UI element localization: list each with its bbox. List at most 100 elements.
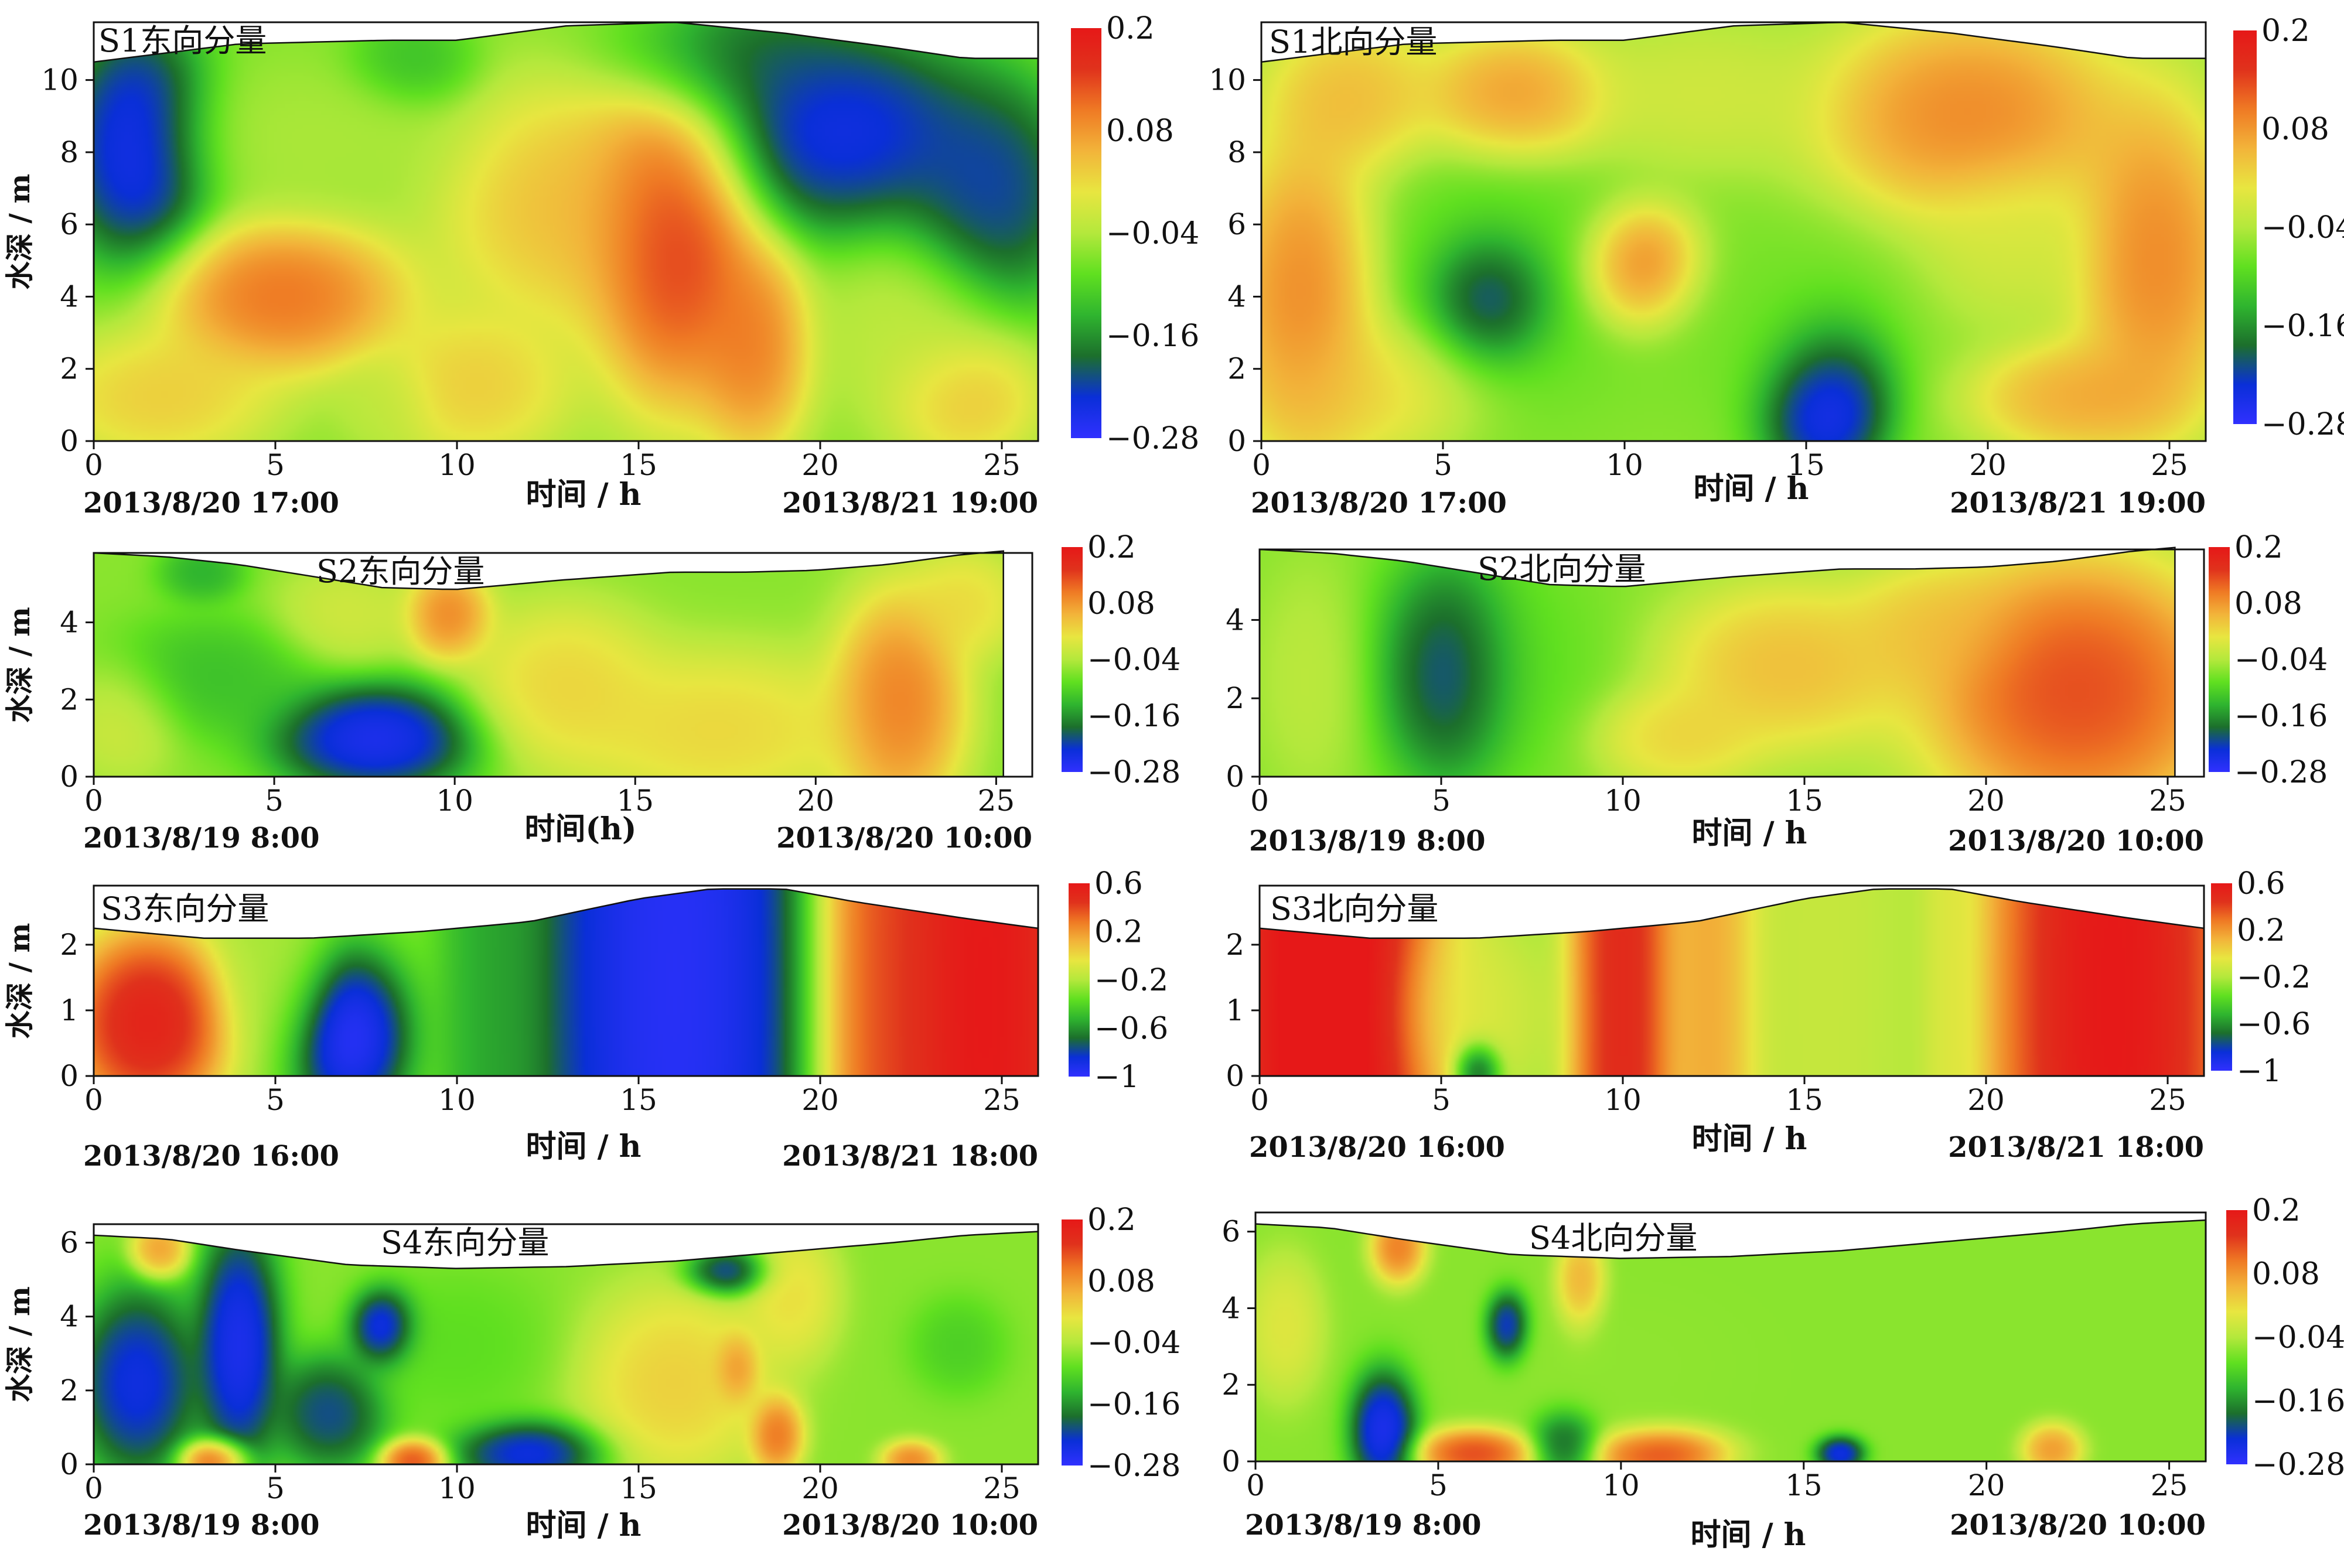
colorbar: 0.6 0.2 −0.2 −0.6 −1	[2211, 866, 2311, 1089]
colorbar-tick-label: −0.16	[1087, 699, 1180, 734]
y-tick-label: 0	[60, 760, 79, 794]
colorbar-ramp	[2233, 30, 2257, 424]
y-tick-label: 4	[1226, 603, 1244, 637]
colorbar-tick-label: −0.2	[2237, 960, 2311, 995]
x-axis-label: 时间 / h	[526, 1508, 641, 1543]
colorbar: 0.2 0.08 −0.04 −0.16 −0.28	[2226, 1193, 2344, 1482]
x-axis-label: 时间 / h	[526, 1129, 641, 1164]
x-axis-label: 时间 / h	[1693, 471, 1809, 507]
x-tick-label: 15	[1786, 784, 1823, 818]
colorbar-tick-label: 0.2	[1094, 915, 1143, 950]
plot-frame	[93, 1223, 1039, 1465]
panel-title: S1北向分量	[1269, 23, 1437, 60]
colorbar-tick-label: 0.2	[2252, 1193, 2301, 1228]
x-tick-label: 15	[616, 784, 654, 818]
colorbar-tick-label: −0.28	[1087, 1449, 1180, 1484]
colorbar: 0.2 0.08 −0.04 −0.16 −0.28	[2233, 13, 2344, 442]
y-tick-label: 6	[1227, 207, 1246, 241]
x-tick-label: 15	[620, 1083, 657, 1117]
colorbar-ramp	[1062, 547, 1083, 772]
y-tick-label: 0	[60, 1059, 79, 1093]
end-time-label: 2013/8/20 10:00	[1948, 825, 2204, 858]
colorbar-tick-label: 0.6	[1094, 866, 1143, 901]
colorbar-tick-label: −0.6	[2237, 1007, 2311, 1042]
panel-title: S2北向分量	[1478, 551, 1646, 587]
y-tick-label: 6	[60, 1226, 79, 1260]
y-tick-label: 2	[60, 352, 79, 386]
x-tick-label: 25	[2151, 1468, 2188, 1502]
x-tick-label: 10	[438, 1083, 476, 1117]
y-tick-label: 1	[60, 993, 79, 1027]
y-tick-label: 0	[1226, 1059, 1244, 1093]
y-axis-label: 水深 / m	[4, 607, 36, 723]
y-tick-label: 2	[1222, 1368, 1240, 1402]
start-time-label: 2013/8/19 8:00	[1249, 825, 1485, 858]
colorbar: 0.2 0.08 −0.04 −0.16 −0.28	[1062, 530, 1180, 790]
end-time-label: 2013/8/21 18:00	[782, 1140, 1038, 1173]
y-tick-label: 4	[1227, 279, 1246, 313]
velocity-field	[94, 1231, 1038, 1464]
colorbar-tick-label: 0.08	[1087, 1264, 1155, 1299]
colorbar-tick-label: −0.16	[1087, 1387, 1180, 1422]
colorbar-tick-label: −0.28	[1106, 421, 1199, 456]
x-tick-label: 10	[438, 448, 476, 482]
velocity-field	[1255, 1220, 2206, 1461]
y-tick-label: 2	[60, 928, 79, 962]
colorbar-tick-label: −0.16	[2261, 309, 2344, 344]
colorbar: 0.6 0.2 −0.2 −0.6 −1	[1069, 866, 1168, 1095]
y-axis-label: 水深 / m	[4, 1286, 36, 1402]
colorbar-tick-label: −0.04	[1087, 1326, 1180, 1361]
y-tick-label: 0	[60, 1447, 79, 1481]
colorbar-ramp	[2209, 547, 2230, 772]
x-axis-label: 时间 / h	[1691, 1121, 1807, 1157]
colorbar-tick-label: −0.16	[1106, 319, 1199, 354]
x-tick-label: 15	[1786, 1083, 1823, 1117]
x-tick-label: 25	[978, 784, 1015, 818]
x-axis-label: 时间 / h	[1691, 815, 1807, 851]
x-tick-label: 20	[801, 448, 839, 482]
colorbar-tick-label: −0.04	[2252, 1320, 2344, 1355]
x-tick-label: 25	[2151, 448, 2188, 482]
colorbar-tick-label: 0.2	[1087, 530, 1136, 565]
colorbar-ramp	[2226, 1210, 2247, 1464]
colorbar-tick-label: 0.2	[2237, 913, 2285, 948]
y-tick-label: 10	[41, 63, 79, 97]
colorbar-tick-label: 0.08	[1087, 586, 1155, 621]
x-tick-label: 20	[1967, 784, 2005, 818]
y-tick-label: 0	[1227, 424, 1246, 458]
colorbar-tick-label: −0.6	[1094, 1012, 1168, 1047]
x-tick-label: 25	[983, 1083, 1021, 1117]
x-tick-label: 20	[797, 784, 834, 818]
x-tick-label: 0	[1252, 448, 1271, 482]
colorbar-tick-label: −0.04	[1087, 643, 1180, 678]
plot-frame	[93, 884, 1039, 1077]
colorbar-tick-label: 0.2	[2234, 530, 2283, 565]
colorbar-tick-label: 0.2	[1087, 1203, 1136, 1238]
x-tick-label: 25	[2149, 784, 2186, 818]
surface-line	[1258, 888, 2205, 1076]
colorbar-ramp	[1062, 1219, 1083, 1465]
end-time-label: 2013/8/21 19:00	[1950, 487, 2206, 520]
x-tick-label: 15	[1785, 1468, 1823, 1502]
plot-frame	[1258, 548, 2205, 778]
colorbar-tick-label: −0.28	[1087, 755, 1180, 790]
start-time-label: 2013/8/19 8:00	[83, 1509, 319, 1542]
y-tick-label: 4	[60, 606, 79, 640]
surface-line	[1254, 1219, 2207, 1461]
y-tick-label: 4	[60, 279, 79, 313]
x-tick-label: 20	[1967, 1083, 2005, 1117]
x-tick-label: 10	[1606, 448, 1643, 482]
y-tick-label: 8	[60, 135, 79, 169]
y-tick-label: 0	[1226, 760, 1244, 794]
surface-line	[93, 21, 1039, 441]
y-tick-label: 0	[60, 424, 79, 458]
y-tick-label: 10	[1209, 63, 1246, 97]
y-tick-label: 1	[1226, 993, 1244, 1027]
surface-line	[93, 1231, 1039, 1464]
x-tick-label: 10	[1604, 1083, 1642, 1117]
x-tick-label: 5	[266, 1471, 285, 1505]
